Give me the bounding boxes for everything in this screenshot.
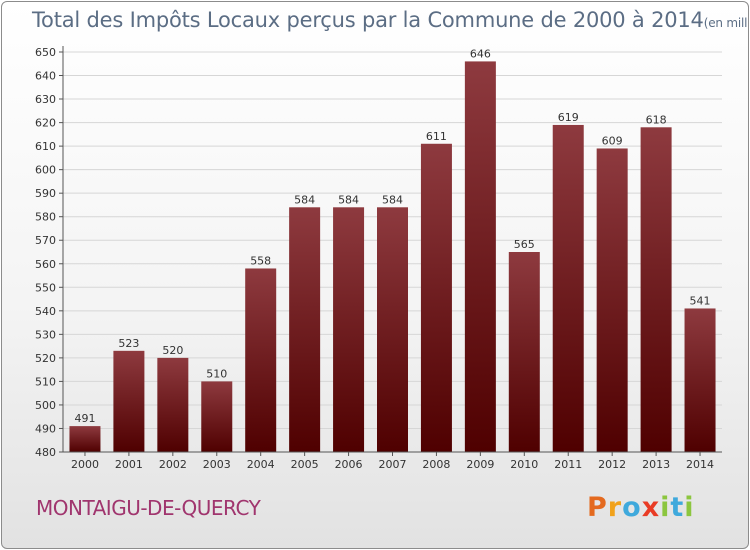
x-tick-label: 2001	[115, 458, 143, 471]
bar-2007	[377, 207, 408, 452]
logo-letter: r	[607, 492, 623, 523]
x-tick-label: 2003	[203, 458, 231, 471]
x-tick-label: 2002	[159, 458, 187, 471]
bar-2013	[640, 127, 672, 452]
bar-value-label: 584	[338, 193, 359, 206]
bar-2012	[596, 148, 628, 452]
bar-2011	[552, 124, 584, 453]
bar-value-label: 565	[514, 238, 535, 251]
bar-2006	[333, 207, 365, 452]
bar-value-label: 618	[646, 113, 667, 126]
bar-value-label: 491	[74, 412, 95, 425]
bar-value-label: 510	[206, 367, 227, 380]
chart-title: Total des Impôts Locaux perçus par la Co…	[32, 8, 748, 32]
x-tick-label: 2010	[510, 458, 538, 471]
y-tick-label: 550	[35, 281, 56, 294]
x-tick-label: 2011	[554, 458, 582, 471]
proxiti-logo: Proxiti	[587, 492, 695, 523]
bar-value-label: 619	[558, 111, 579, 124]
bar-value-label: 584	[382, 193, 403, 206]
y-tick-label: 640	[35, 70, 56, 83]
bar-2001	[113, 350, 145, 452]
y-tick-label: 520	[35, 352, 56, 365]
bar-2002	[157, 357, 189, 452]
bar-value-label: 611	[426, 130, 447, 143]
y-tick-label: 570	[35, 234, 56, 247]
bar-2005	[289, 207, 321, 452]
commune-name: MONTAIGU-DE-QUERCY	[36, 496, 261, 520]
bar-2014	[684, 308, 716, 452]
y-tick-label: 510	[35, 375, 56, 388]
chart-title-unit: (en milliers d'€)	[703, 16, 748, 30]
logo-letter: o	[622, 492, 642, 523]
bar-2009	[464, 61, 496, 452]
bar-value-label: 520	[162, 344, 183, 357]
bar-2010	[508, 252, 540, 452]
x-tick-label: 2007	[379, 458, 407, 471]
y-tick-label: 650	[35, 46, 56, 59]
x-tick-label: 2012	[598, 458, 626, 471]
x-tick-label: 2014	[686, 458, 714, 471]
bar-value-label: 609	[602, 134, 623, 147]
logo-letter: P	[587, 492, 608, 523]
logo-letter: i	[660, 492, 671, 523]
y-tick-label: 610	[35, 140, 56, 153]
bar-value-label: 584	[294, 193, 315, 206]
x-tick-label: 2004	[247, 458, 275, 471]
logo-letter: x	[641, 492, 661, 523]
y-tick-label: 490	[35, 422, 56, 435]
y-tick-label: 600	[35, 164, 56, 177]
y-tick-label: 590	[35, 187, 56, 200]
x-tick-label: 2008	[422, 458, 450, 471]
y-tick-label: 500	[35, 399, 56, 412]
y-tick-label: 530	[35, 328, 56, 341]
bar-2000	[69, 426, 101, 452]
logo-letter: t	[670, 492, 685, 523]
x-tick-label: 2009	[466, 458, 494, 471]
bar-value-label: 646	[470, 47, 491, 60]
axes	[59, 46, 722, 456]
x-tick-label: 2005	[291, 458, 319, 471]
bar-value-label: 541	[690, 294, 711, 307]
bar-2003	[201, 381, 233, 452]
x-tick-label: 2006	[335, 458, 363, 471]
y-tick-label: 480	[35, 446, 56, 459]
bar-2004	[245, 268, 277, 452]
bars	[69, 61, 716, 453]
logo-letter: i	[684, 492, 695, 523]
x-tick-label: 2000	[71, 458, 99, 471]
y-tick-label: 620	[35, 117, 56, 130]
y-tick-label: 560	[35, 258, 56, 271]
labels: 480 490 500 510 520 530 540 550 560 570 580 590 600 6…	[35, 46, 714, 471]
bar-value-label: 558	[250, 254, 271, 267]
bar-value-label: 523	[118, 337, 139, 350]
chart-title-main: Total des Impôts Locaux perçus par la Co…	[32, 8, 704, 32]
y-tick-label: 580	[35, 211, 56, 224]
y-tick-label: 630	[35, 93, 56, 106]
bar-2008	[420, 143, 452, 452]
y-tick-label: 540	[35, 305, 56, 318]
x-tick-label: 2013	[642, 458, 670, 471]
